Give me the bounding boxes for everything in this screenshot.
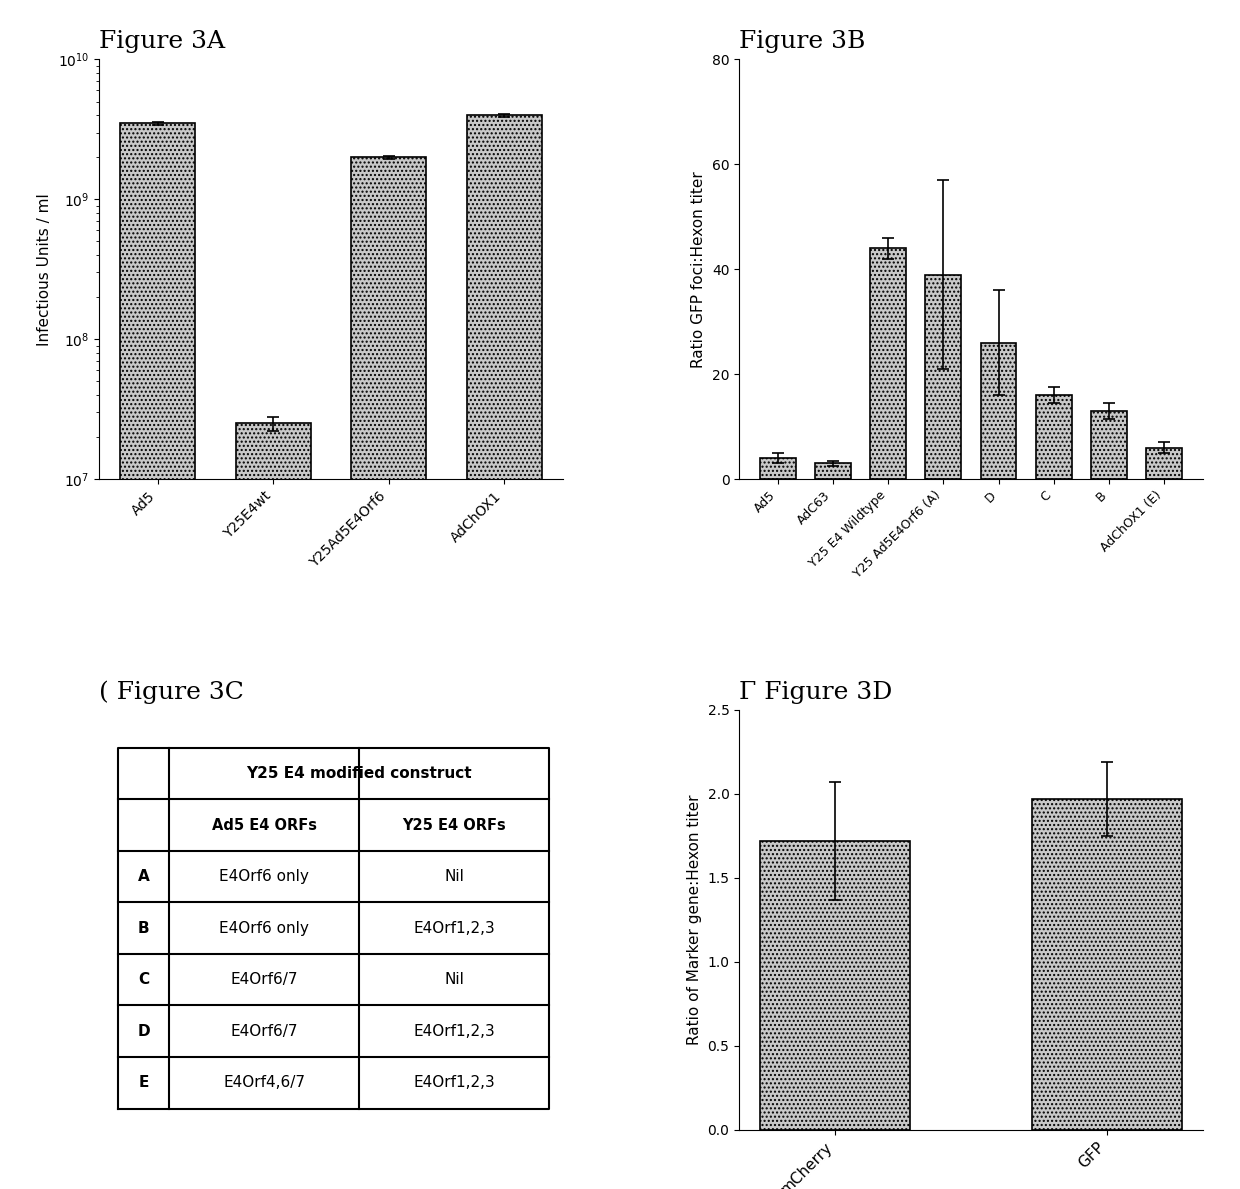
Text: E4Orf1,2,3: E4Orf1,2,3 [413, 1075, 495, 1090]
Y-axis label: Infectious Units / ml: Infectious Units / ml [37, 193, 52, 346]
Text: C: C [138, 973, 149, 987]
Text: A: A [138, 869, 150, 885]
Bar [236, 423, 311, 1189]
Bar [760, 458, 796, 479]
Y-axis label: Ratio of Marker gene:Hexon titer: Ratio of Marker gene:Hexon titer [687, 794, 702, 1045]
Text: D: D [138, 1024, 150, 1039]
Text: Nil: Nil [444, 869, 464, 885]
Bar [981, 342, 1017, 479]
Bar [1032, 799, 1182, 1130]
Text: Ad5 E4 ORFs: Ad5 E4 ORFs [212, 818, 317, 832]
Text: E4Orf6/7: E4Orf6/7 [231, 973, 298, 987]
Text: E4Orf1,2,3: E4Orf1,2,3 [413, 1024, 495, 1039]
Text: E4Orf6 only: E4Orf6 only [219, 920, 309, 936]
Bar [1091, 411, 1127, 479]
Bar [351, 157, 427, 1189]
Text: Nil: Nil [444, 973, 464, 987]
Text: E4Orf1,2,3: E4Orf1,2,3 [413, 920, 495, 936]
Bar [760, 841, 910, 1130]
Text: E4Orf4,6/7: E4Orf4,6/7 [223, 1075, 305, 1090]
Bar [1146, 447, 1182, 479]
Text: Y25 E4 modified construct: Y25 E4 modified construct [247, 766, 472, 781]
Bar [815, 464, 851, 479]
Text: Figure 3B: Figure 3B [739, 31, 866, 54]
Text: Γ Figure 3D: Γ Figure 3D [739, 681, 893, 704]
Text: E4Orf6/7: E4Orf6/7 [231, 1024, 298, 1039]
Bar [925, 275, 961, 479]
Bar [1035, 395, 1071, 479]
Text: Figure 3A: Figure 3A [99, 31, 226, 54]
Bar [466, 115, 542, 1189]
Bar [870, 249, 906, 479]
Text: Y25 E4 ORFs: Y25 E4 ORFs [402, 818, 506, 832]
Y-axis label: Ratio GFP foci:Hexon titer: Ratio GFP foci:Hexon titer [691, 171, 707, 367]
Text: ( Figure 3C: ( Figure 3C [99, 680, 244, 704]
Text: B: B [138, 920, 150, 936]
Text: E4Orf6 only: E4Orf6 only [219, 869, 309, 885]
Text: E: E [139, 1075, 149, 1090]
Bar [120, 124, 196, 1189]
